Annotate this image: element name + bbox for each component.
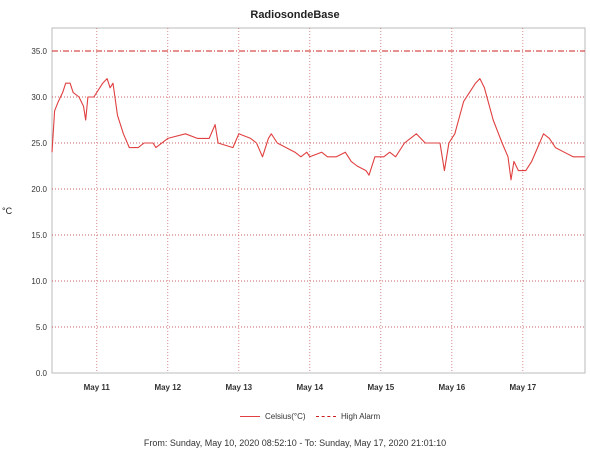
legend-label-high-alarm: High Alarm <box>341 412 381 421</box>
legend: Celsius(°C) High Alarm <box>0 412 590 426</box>
y-tick-label: 30.0 <box>31 93 47 102</box>
y-axis-label: °C <box>2 206 13 216</box>
y-tick-label: 15.0 <box>31 231 47 240</box>
x-tick-label: May 15 <box>367 383 394 392</box>
chart-title: RadiosondeBase <box>250 9 340 21</box>
plot-frame <box>51 27 586 374</box>
legend-item-high-alarm: High Alarm <box>316 412 380 421</box>
date-range-footer: From: Sunday, May 10, 2020 08:52:10 - To… <box>143 438 447 448</box>
y-tick-label: 5.0 <box>36 323 48 332</box>
y-tick-label: 0.0 <box>36 369 48 378</box>
legend-swatch-high-alarm <box>316 416 336 417</box>
celsius-series-line <box>51 78 585 181</box>
x-tick-label: May 11 <box>84 383 111 392</box>
y-tick-label: 25.0 <box>31 139 47 148</box>
x-tick-label: May 12 <box>154 383 181 392</box>
legend-swatch-celsius <box>240 416 260 417</box>
legend-label-celsius: Celsius(°C) <box>265 412 306 421</box>
x-tick-label: May 13 <box>225 383 252 392</box>
x-tick-label: May 17 <box>509 383 536 392</box>
y-tick-label: 10.0 <box>31 277 47 286</box>
y-tick-label: 20.0 <box>31 185 47 194</box>
chart-area: 0.0 5.0 10.0 15.0 20.0 25.0 30.0 35.0 May 11 May … <box>31 27 586 392</box>
x-tick-label: May 16 <box>438 383 465 392</box>
y-tick-label: 35.0 <box>31 47 47 56</box>
legend-item-celsius: Celsius(°C) <box>240 412 306 421</box>
x-tick-label: May 14 <box>296 383 323 392</box>
